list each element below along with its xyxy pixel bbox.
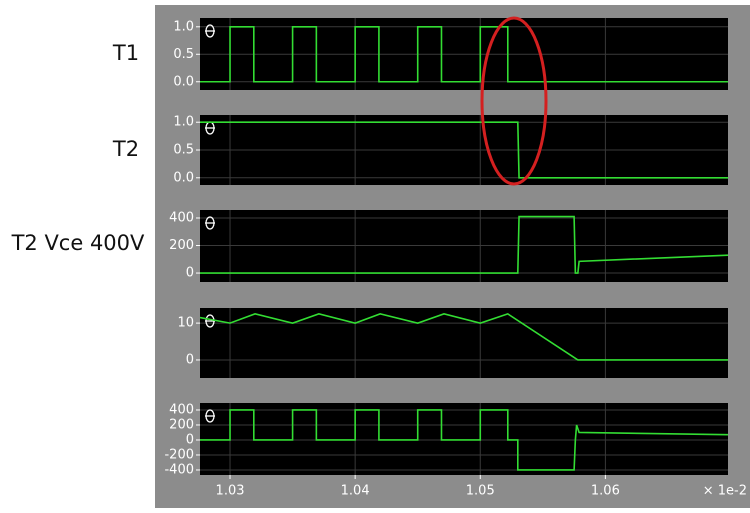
y-tick-label: 0.5 [173, 143, 194, 158]
y-tick-label: 0.0 [173, 170, 194, 185]
y-tick-label: 0.5 [173, 47, 194, 62]
x-tick-label: 1.06 [591, 484, 620, 499]
signal-line [200, 121, 728, 179]
x-tick-label: 1.04 [341, 484, 370, 499]
signal-line [200, 25, 728, 83]
signal-label: T2 [112, 137, 139, 161]
y-tick-label: 0.0 [173, 74, 194, 89]
y-tick-label: 400 [169, 210, 194, 225]
signal-label: T1 [112, 41, 139, 65]
x-offset-label: × 1e-2 [703, 484, 747, 499]
highlight-ellipse [480, 16, 548, 186]
x-tick-label: 1.05 [466, 484, 495, 499]
y-tick-label: 0 [186, 352, 194, 367]
y-tick-label: 1.0 [173, 19, 194, 34]
y-tick-label: 400 [169, 402, 194, 417]
signal-line [199, 313, 728, 361]
y-tick-label: 200 [169, 417, 194, 432]
plot-area [200, 403, 728, 475]
signal-label: T2 Vce 400V [11, 231, 145, 255]
y-tick-label: 200 [169, 238, 194, 253]
y-tick-label: 1.0 [173, 115, 194, 130]
y-tick-label: -400 [164, 462, 194, 477]
y-tick-label: 10 [177, 316, 194, 331]
x-tick-label: 1.03 [216, 484, 245, 499]
signal-line [200, 409, 729, 471]
y-tick-label: 0 [186, 266, 194, 281]
y-tick-label: 0 [186, 432, 194, 447]
y-tick-label: -200 [164, 447, 194, 462]
signal-line [200, 215, 729, 274]
